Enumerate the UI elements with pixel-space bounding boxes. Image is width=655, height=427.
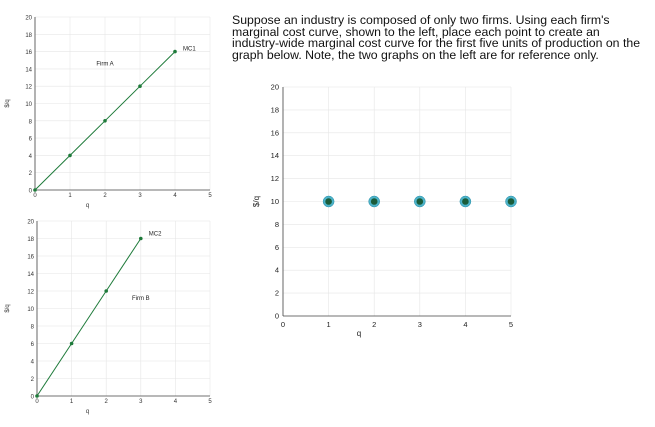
firm-b-y-tick-label: 2 <box>31 377 35 383</box>
firm-a-y-tick-label: 16 <box>25 50 32 56</box>
industry-y-tick-label: 8 <box>275 220 279 229</box>
firm-b-y-tick-label: 4 <box>31 360 35 366</box>
firm-a-x-tick-label: 3 <box>138 193 142 199</box>
firm-a-data-point <box>103 119 107 123</box>
industry-point-center[interactable] <box>325 198 332 205</box>
firm-a-x-tick-label: 1 <box>68 193 72 199</box>
firm-b-y-axis-label: $/q <box>5 304 11 312</box>
firm-a-x-tick-label: 4 <box>173 193 177 199</box>
firm-b-x-tick-label: 0 <box>35 399 39 405</box>
industry-y-tick-label: 0 <box>275 312 279 321</box>
firm-b-y-tick-label: 6 <box>31 342 35 348</box>
firm-a-x-tick-label: 5 <box>208 193 212 199</box>
firm-b-x-axis-label: q <box>86 409 89 415</box>
industry-y-tick-label: 6 <box>275 243 279 252</box>
industry-y-tick-label: 16 <box>271 128 279 137</box>
firm-a-y-tick-label: 20 <box>25 16 32 22</box>
industry-draggable-point[interactable] <box>459 195 472 208</box>
industry-y-tick-label: 18 <box>271 105 279 114</box>
firm-b-data-point <box>69 341 74 346</box>
industry-y-tick-label: 10 <box>271 197 279 206</box>
firm-b-x-tick-label: 2 <box>105 399 109 405</box>
firm-a-data-point <box>138 84 142 88</box>
firm-b-y-tick-label: 0 <box>31 395 35 401</box>
firm-a-x-tick-label: 2 <box>103 193 107 199</box>
industry-draggable-point[interactable] <box>414 195 426 208</box>
firm-b-y-tick-label: 12 <box>27 290 34 296</box>
firm-a-x-tick-label: 0 <box>33 193 37 199</box>
industry-x-tick-label: 2 <box>372 320 376 329</box>
firm-a-y-tick-label: 10 <box>25 102 32 108</box>
industry-x-tick-label: 1 <box>327 320 331 329</box>
firm-b-series-label: MC2 <box>149 232 162 238</box>
industry-x-tick-label: 5 <box>509 320 513 329</box>
industry-point-center[interactable] <box>507 198 515 205</box>
firm-a-y-tick-label: 6 <box>29 137 33 143</box>
firm-b-x-tick-label: 4 <box>174 399 178 405</box>
firm-a-y-tick-label: 12 <box>25 85 32 91</box>
industry-draggable-point[interactable] <box>505 195 517 208</box>
instructions-text: Suppose an industry is composed of only … <box>232 13 641 62</box>
industry-y-tick-label: 2 <box>275 289 279 298</box>
industry-y-tick-label: 4 <box>275 266 279 275</box>
industry-draggable-point[interactable] <box>368 195 380 208</box>
firm-b-y-tick-label: 18 <box>27 237 34 243</box>
industry-point-center[interactable] <box>370 198 378 205</box>
firm-b-y-tick-label: 14 <box>27 272 34 278</box>
industry-x-tick-label: 4 <box>463 320 467 329</box>
firm-b-x-tick-label: 3 <box>139 399 143 405</box>
industry-point-center[interactable] <box>416 198 424 205</box>
firm-a-data-point <box>173 49 177 54</box>
firm-a-x-axis-label: q <box>86 203 89 209</box>
industry-x-tick-label: 0 <box>281 320 285 329</box>
firm-b-data-point <box>35 394 39 398</box>
firm-b-y-tick-label: 20 <box>27 220 34 226</box>
industry-y-tick-label: 12 <box>271 174 279 183</box>
industry-x-axis-label: q <box>357 329 361 338</box>
firm-b-y-tick-label: 8 <box>31 325 35 331</box>
firm-b-mc-line <box>36 238 142 397</box>
firm-b-x-tick-label: 1 <box>70 399 74 405</box>
firm-a-data-point <box>68 153 72 158</box>
firm-a-series-label: MC1 <box>183 47 196 53</box>
firm-b-data-point <box>139 236 143 241</box>
industry-y-axis-label: $/q <box>252 196 261 207</box>
firm-a-y-tick-label: 2 <box>29 171 33 177</box>
firm-a-y-tick-label: 14 <box>25 67 32 73</box>
firm-b-y-tick-label: 16 <box>27 255 34 261</box>
industry-y-tick-label: 20 <box>271 83 279 92</box>
firm-a-y-tick-label: 18 <box>25 33 32 39</box>
industry-x-tick-label: 3 <box>418 320 422 329</box>
firm-b-y-tick-label: 10 <box>27 307 34 313</box>
firm-a-y-tick-label: 0 <box>29 189 33 195</box>
firm-b-chart-title: Firm B <box>132 296 150 302</box>
firm-a-data-point <box>33 188 37 192</box>
industry-draggable-point[interactable] <box>322 195 335 208</box>
firm-a-y-tick-label: 4 <box>29 154 33 160</box>
firm-b-x-tick-label: 5 <box>208 399 212 405</box>
firm-b-data-point <box>104 289 108 293</box>
industry-point-center[interactable] <box>462 198 469 205</box>
firm-a-chart-title: Firm A <box>96 61 113 67</box>
firm-a-y-tick-label: 8 <box>29 119 33 125</box>
industry-y-tick-label: 14 <box>271 151 279 160</box>
firm-a-y-axis-label: $/q <box>5 99 11 107</box>
